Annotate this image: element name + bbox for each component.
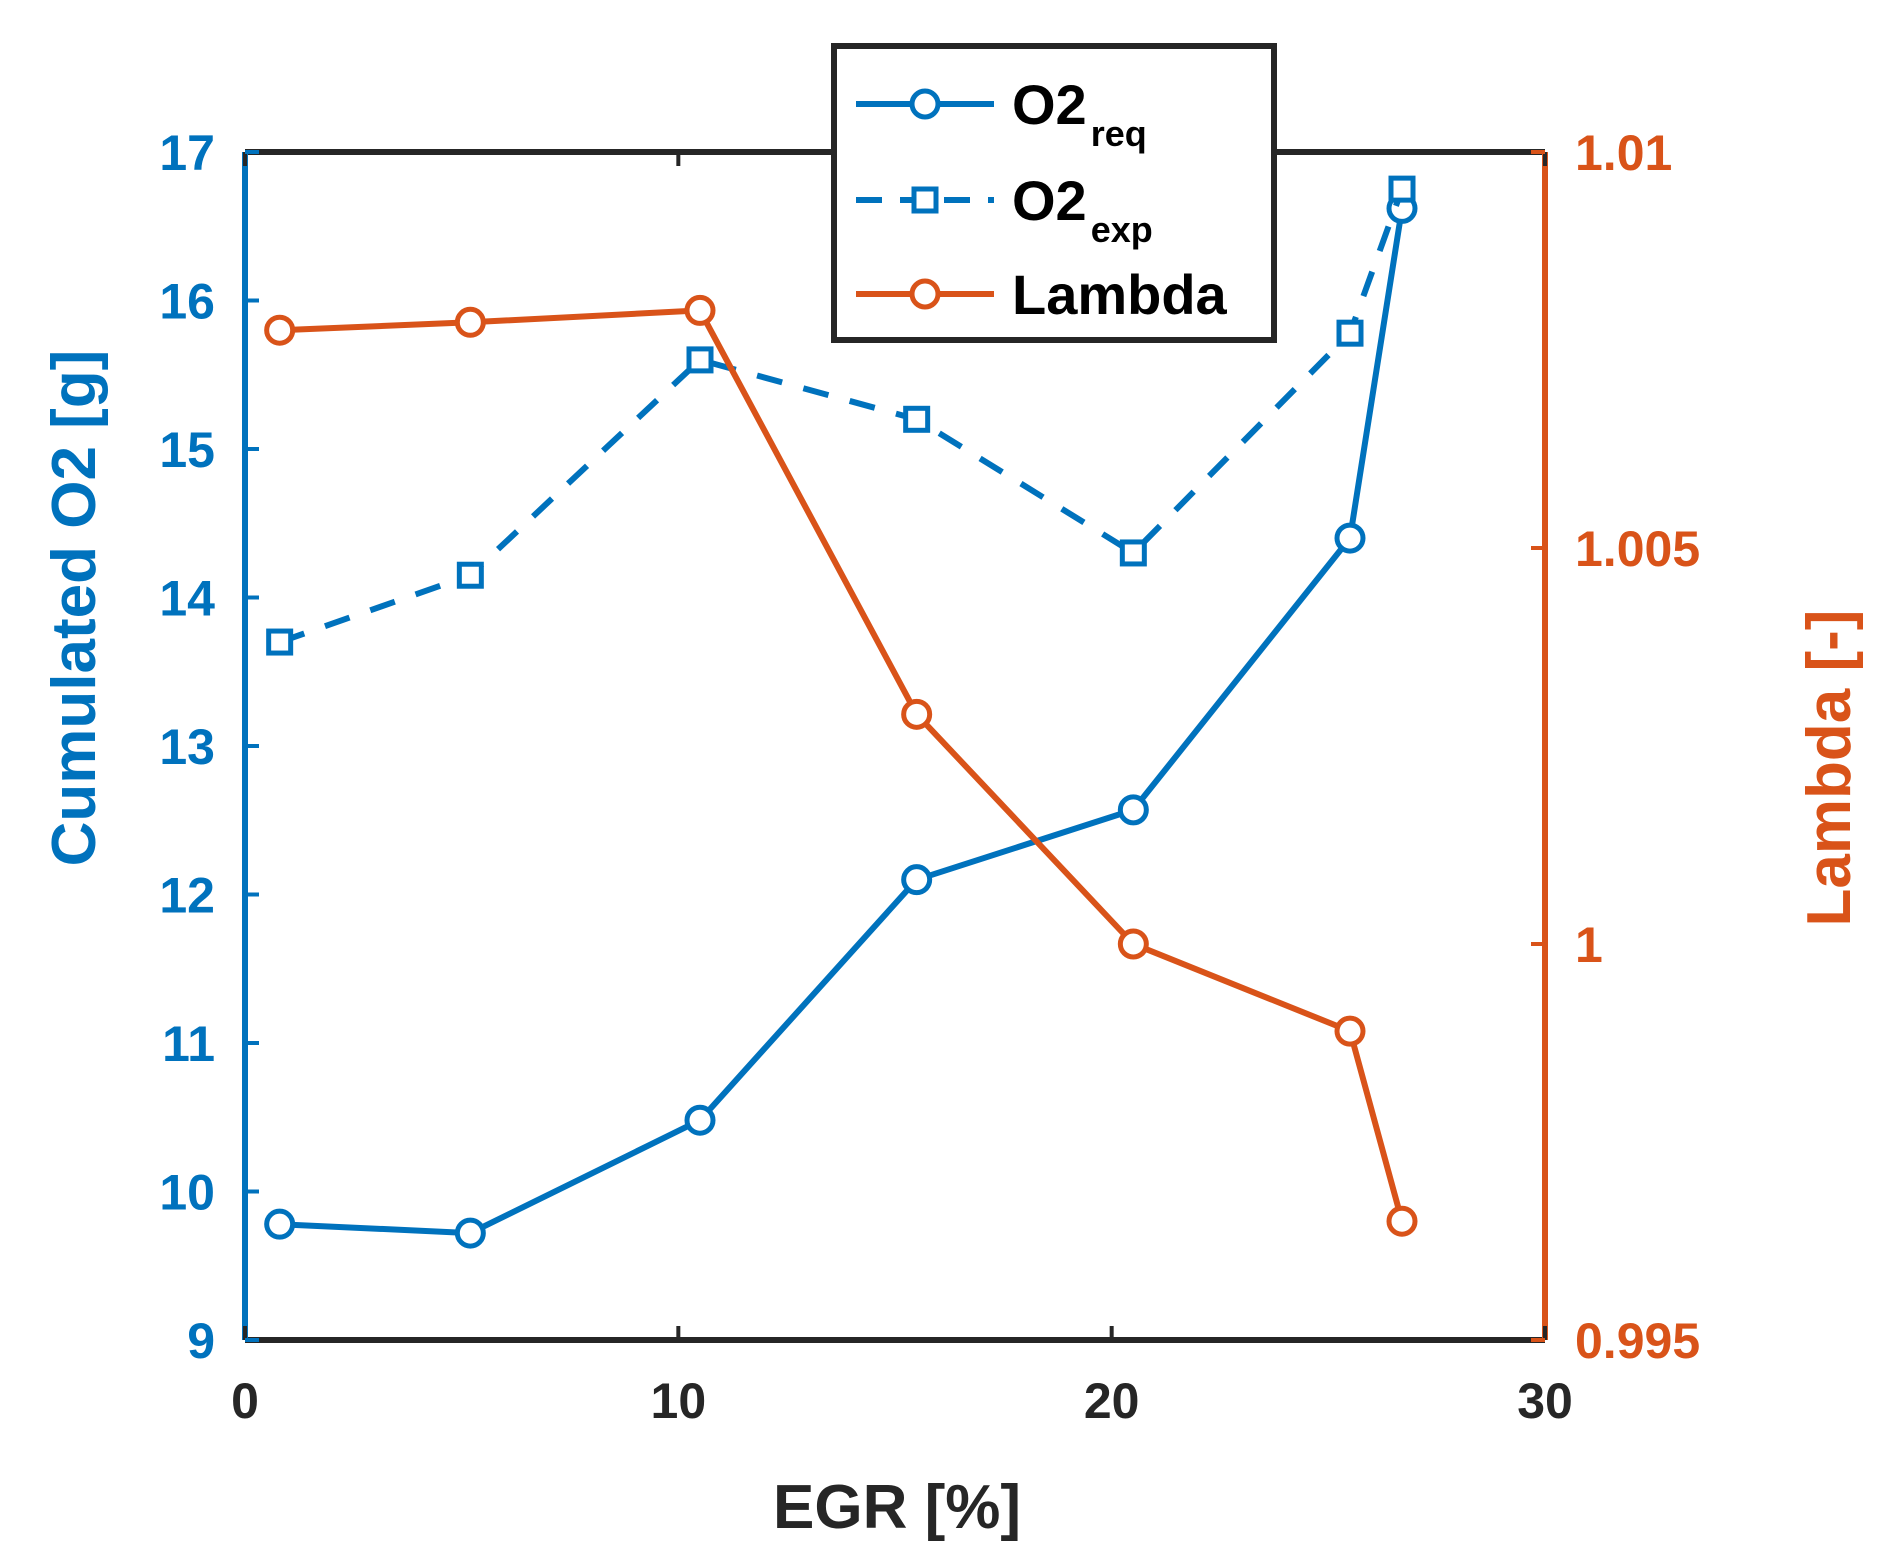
left-y-tick-label: 17 — [159, 125, 215, 181]
right-y-tick-label: 1 — [1575, 917, 1603, 973]
data-point — [686, 346, 714, 374]
series-o2req — [264, 192, 1418, 1249]
data-point — [684, 294, 716, 326]
data-point — [1334, 522, 1366, 554]
left-y-tick-label: 14 — [159, 571, 215, 627]
data-point — [903, 405, 931, 433]
x-tick-label: 30 — [1517, 1373, 1573, 1429]
data-point — [454, 1217, 486, 1249]
legend-entry-lambda: Lambda — [856, 263, 1228, 326]
data-point — [901, 698, 933, 730]
data-point — [1117, 794, 1149, 826]
data-point — [1117, 928, 1149, 960]
data-point — [456, 561, 484, 589]
data-point — [454, 306, 486, 338]
legend-label-subscript: req — [1091, 113, 1147, 154]
data-point — [901, 864, 933, 896]
legend-label: Lambda — [1012, 263, 1228, 326]
left-y-tick-label: 11 — [162, 1016, 215, 1072]
left-y-axis-label: Cumulated O2 [g] — [40, 350, 109, 867]
legend-label-subscript: exp — [1091, 209, 1153, 250]
series-o2exp — [266, 175, 1416, 656]
legend-marker — [909, 278, 941, 310]
right-y-tick-label: 1.01 — [1575, 125, 1672, 181]
left-y-tick-label: 10 — [159, 1165, 215, 1221]
ticks-layer: 0 10 20 30 9 10 11 12 13 14 15 16 17 0.995 1 1.005 1.01 — [159, 125, 1700, 1429]
right-y-tick-label: 1.005 — [1575, 521, 1700, 577]
series-layer — [264, 175, 1418, 1249]
left-y-tick-label: 13 — [159, 719, 215, 775]
data-point — [1334, 1015, 1366, 1047]
data-point — [264, 314, 296, 346]
left-y-tick-label: 12 — [159, 868, 215, 924]
data-point — [264, 1208, 296, 1240]
left-y-tick-label: 9 — [187, 1313, 215, 1369]
series-lambda — [264, 294, 1418, 1237]
data-point — [1388, 175, 1416, 203]
x-tick-label: 0 — [231, 1373, 259, 1429]
data-point — [1336, 319, 1364, 347]
x-tick-label: 10 — [651, 1373, 707, 1429]
left-y-tick-label: 15 — [159, 422, 215, 478]
data-point — [1119, 539, 1147, 567]
right-y-tick-label: 0.995 — [1575, 1313, 1700, 1369]
x-tick-label: 20 — [1084, 1373, 1140, 1429]
legend-marker — [911, 186, 939, 214]
data-point — [684, 1104, 716, 1136]
data-point — [1386, 1205, 1418, 1237]
legend-marker — [909, 88, 941, 120]
x-axis-label: EGR [%] — [773, 1473, 1021, 1542]
right-y-axis-label: Lambda [-] — [1795, 610, 1864, 927]
left-y-tick-label: 16 — [159, 274, 215, 330]
data-point — [266, 628, 294, 656]
